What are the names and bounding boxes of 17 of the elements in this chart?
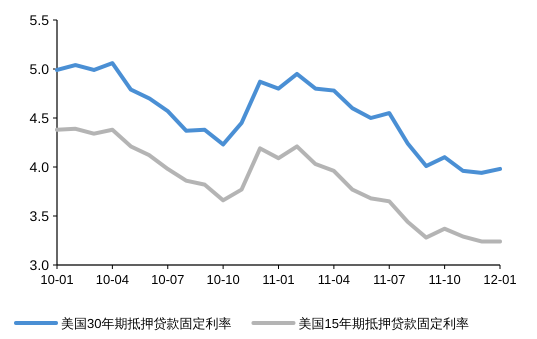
x-tick-label: 11-01 [262,272,295,287]
legend-label: 美国30年期抵押贷款固定利率 [61,316,232,331]
x-tick-label: 10-07 [151,272,184,287]
x-tick-label: 11-07 [373,272,406,287]
y-tick-label: 5.5 [30,12,50,28]
x-tick-label: 11-10 [428,272,461,287]
legend-label: 美国15年期抵押贷款固定利率 [298,316,469,331]
x-tick-label: 10-04 [96,272,129,287]
y-tick-label: 3.5 [30,208,50,224]
x-tick-label: 11-04 [318,272,350,287]
x-tick-label: 10-01 [40,272,74,287]
y-tick-label: 3.0 [30,257,50,273]
y-tick-label: 5.0 [30,61,50,77]
x-tick-label: 10-10 [206,272,240,287]
y-tick-label: 4.0 [30,159,50,175]
x-tick-label: 12-01 [483,272,517,287]
y-tick-label: 4.5 [30,110,50,126]
